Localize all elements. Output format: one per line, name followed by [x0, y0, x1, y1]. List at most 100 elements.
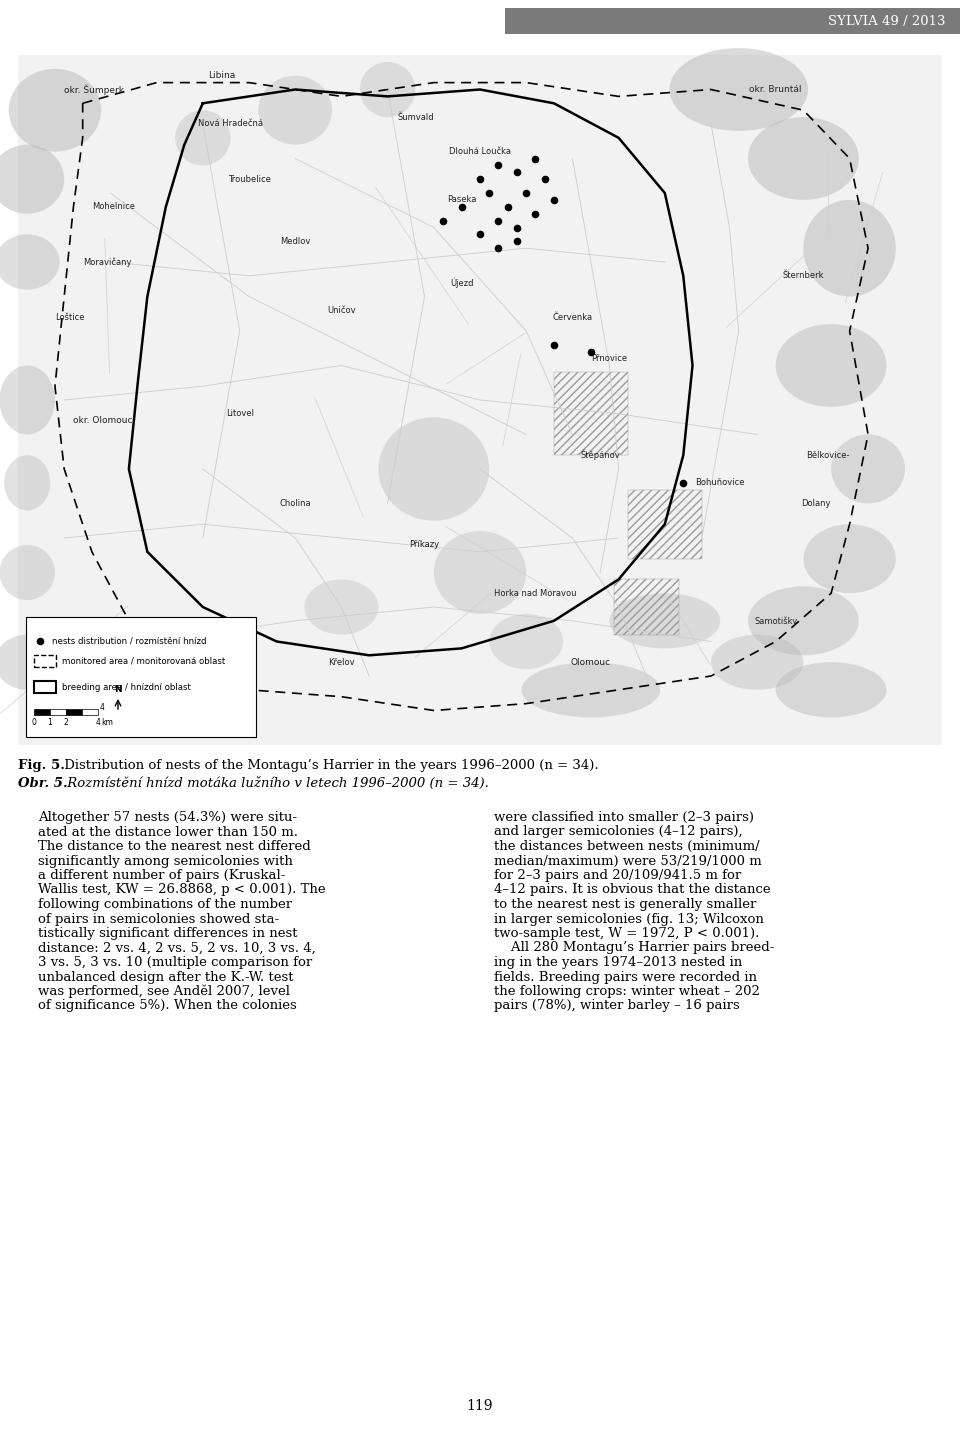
- Point: [436, 209, 451, 232]
- Text: ated at the distance lower than 150 m.: ated at the distance lower than 150 m.: [38, 826, 298, 839]
- Point: [491, 236, 506, 259]
- Ellipse shape: [804, 524, 896, 594]
- Point: [509, 160, 524, 183]
- Ellipse shape: [748, 587, 859, 655]
- Text: Šumvald: Šumvald: [397, 113, 434, 122]
- Text: following combinations of the number: following combinations of the number: [38, 899, 292, 912]
- Text: distance: 2 vs. 4, 2 vs. 5, 2 vs. 10, 3 vs. 4,: distance: 2 vs. 4, 2 vs. 5, 2 vs. 10, 3 …: [38, 942, 316, 954]
- Text: Újezd: Újezd: [450, 278, 473, 288]
- Ellipse shape: [175, 110, 230, 166]
- Ellipse shape: [776, 323, 886, 406]
- Text: Medlov: Medlov: [280, 236, 310, 246]
- Bar: [628, 489, 702, 558]
- Point: [491, 209, 506, 232]
- Point: [537, 167, 552, 190]
- Text: Wallis test, KW = 26.8868, p < 0.001). The: Wallis test, KW = 26.8868, p < 0.001). T…: [38, 883, 325, 896]
- Text: Loštice: Loštice: [55, 313, 84, 322]
- Bar: [505, 9, 960, 34]
- Text: the distances between nests (minimum/: the distances between nests (minimum/: [494, 840, 759, 853]
- Text: Paseka: Paseka: [446, 196, 476, 205]
- Ellipse shape: [0, 545, 55, 600]
- Bar: [34, 681, 56, 693]
- Text: Štěpánov: Štěpánov: [580, 449, 620, 461]
- Text: significantly among semicolonies with: significantly among semicolonies with: [38, 854, 293, 867]
- Text: Bělkovice-: Bělkovice-: [806, 451, 850, 459]
- Point: [528, 202, 543, 225]
- Text: and larger semicolonies (4–12 pairs),: and larger semicolonies (4–12 pairs),: [494, 826, 743, 839]
- Text: 3 vs. 5, 3 vs. 10 (multiple comparison for: 3 vs. 5, 3 vs. 10 (multiple comparison f…: [38, 956, 312, 969]
- Text: 1: 1: [48, 718, 53, 727]
- Text: nests distribution / rozmístění hnízd: nests distribution / rozmístění hnízd: [52, 637, 206, 645]
- Text: Horka nad Moravou: Horka nad Moravou: [494, 588, 577, 598]
- Text: fields. Breeding pairs were recorded in: fields. Breeding pairs were recorded in: [494, 970, 757, 983]
- Text: N: N: [114, 685, 122, 694]
- Text: The distance to the nearest nest differed: The distance to the nearest nest differe…: [38, 840, 311, 853]
- Text: Olomouc: Olomouc: [571, 658, 611, 667]
- Point: [482, 182, 497, 205]
- Point: [676, 471, 691, 494]
- Ellipse shape: [9, 69, 101, 152]
- Ellipse shape: [776, 663, 886, 717]
- Ellipse shape: [378, 418, 490, 521]
- Text: breeding area / hnízdní oblast: breeding area / hnízdní oblast: [62, 683, 191, 691]
- Ellipse shape: [360, 62, 416, 117]
- Text: Altogether 57 nests (54.3%) were situ-: Altogether 57 nests (54.3%) were situ-: [38, 811, 298, 824]
- Point: [509, 230, 524, 253]
- Text: the following crops: winter wheat – 202: the following crops: winter wheat – 202: [494, 985, 760, 997]
- Point: [491, 155, 506, 177]
- Ellipse shape: [831, 435, 905, 504]
- Point: [546, 333, 562, 356]
- Text: okr. Bruntál: okr. Bruntál: [750, 84, 802, 94]
- Bar: [34, 708, 50, 716]
- Text: Šternberk: Šternberk: [782, 272, 824, 280]
- Point: [500, 196, 516, 219]
- Text: Samotišky: Samotišky: [754, 617, 798, 625]
- Text: monitored area / monitorovaná oblast: monitored area / monitorovaná oblast: [62, 657, 226, 665]
- Bar: [614, 580, 679, 634]
- Text: Cholina: Cholina: [279, 499, 311, 508]
- Point: [583, 341, 599, 363]
- Text: All 280 Montagu’s Harrier pairs breed-: All 280 Montagu’s Harrier pairs breed-: [494, 942, 775, 954]
- Ellipse shape: [669, 49, 808, 130]
- Text: Křelov: Křelov: [328, 658, 354, 667]
- Text: Přnovice: Přnovice: [591, 353, 628, 363]
- Text: a different number of pairs (Kruskal-: a different number of pairs (Kruskal-: [38, 869, 285, 881]
- Ellipse shape: [304, 580, 378, 634]
- Text: okr. Olomouc: okr. Olomouc: [73, 416, 132, 425]
- Text: 4: 4: [100, 703, 105, 713]
- Text: Příkazy: Příkazy: [410, 541, 440, 550]
- Point: [472, 223, 488, 246]
- Text: 4: 4: [96, 718, 101, 727]
- Text: to the nearest nest is generally smaller: to the nearest nest is generally smaller: [494, 899, 756, 912]
- Text: Dlouhá Loučka: Dlouhá Loučka: [449, 147, 511, 156]
- Text: were classified into smaller (2–3 pairs): were classified into smaller (2–3 pairs): [494, 811, 754, 824]
- Ellipse shape: [490, 614, 564, 670]
- Text: pairs (78%), winter barley – 16 pairs: pairs (78%), winter barley – 16 pairs: [494, 999, 740, 1013]
- Text: two-sample test, W = 1972, P < 0.001).: two-sample test, W = 1972, P < 0.001).: [494, 927, 759, 940]
- Ellipse shape: [804, 200, 896, 296]
- Ellipse shape: [0, 634, 60, 690]
- Text: 4–12 pairs. It is obvious that the distance: 4–12 pairs. It is obvious that the dista…: [494, 883, 771, 896]
- Text: Mohelnice: Mohelnice: [92, 202, 135, 212]
- Bar: [26, 617, 256, 737]
- Ellipse shape: [610, 594, 720, 648]
- Text: okr. Šumperk: okr. Šumperk: [64, 84, 124, 94]
- Text: Rozmístění hnízd motáka lužního v letech 1996–2000 (n = 34).: Rozmístění hnízd motáka lužního v letech…: [63, 777, 489, 790]
- Point: [454, 196, 469, 219]
- Ellipse shape: [0, 235, 60, 289]
- Text: km: km: [101, 718, 113, 727]
- Text: of significance 5%). When the colonies: of significance 5%). When the colonies: [38, 999, 297, 1013]
- Text: Libina: Libina: [207, 72, 235, 80]
- Point: [546, 189, 562, 212]
- Ellipse shape: [711, 634, 804, 690]
- Text: 2: 2: [63, 718, 68, 727]
- Text: Červenka: Červenka: [552, 313, 592, 322]
- Text: Distribution of nests of the Montagu’s Harrier in the years 1996–2000 (n = 34).: Distribution of nests of the Montagu’s H…: [60, 758, 599, 771]
- Text: Dolany: Dolany: [802, 499, 831, 508]
- Ellipse shape: [258, 76, 332, 145]
- Bar: [66, 708, 82, 716]
- Point: [472, 167, 488, 190]
- Text: SYLVIA 49 / 2013: SYLVIA 49 / 2013: [828, 14, 945, 27]
- Text: Bohuňovice: Bohuňovice: [695, 478, 745, 488]
- Ellipse shape: [4, 455, 50, 511]
